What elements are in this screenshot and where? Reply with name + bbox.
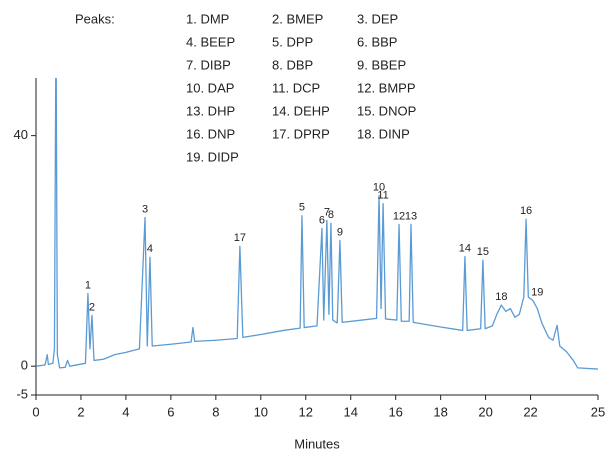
peak-label: 1	[85, 279, 91, 291]
peak-label: 9	[337, 226, 343, 238]
x-axis-title: Minutes	[294, 436, 340, 451]
x-tick-label: 0	[32, 404, 39, 419]
peak-list-item: 19. DIDP	[186, 149, 239, 164]
peaks-heading: Peaks:	[75, 11, 115, 26]
peak-label: 6	[319, 214, 325, 226]
peak-label: 11	[377, 190, 388, 202]
x-tick-label: 20	[478, 404, 492, 419]
x-tick-label: 14	[343, 404, 357, 419]
peak-list-item: 8. DBP	[272, 57, 313, 72]
x-tick-label: 8	[212, 404, 219, 419]
x-tick-label: 2	[77, 404, 84, 419]
peak-list-item: 18. DINP	[357, 126, 410, 141]
peak-label: 4	[147, 243, 153, 255]
peak-list-item: 5. DPP	[272, 34, 313, 49]
y-tick-label: 0	[21, 358, 28, 373]
peak-label: 2	[89, 301, 95, 313]
peak-list-item: 6. BBP	[357, 34, 397, 49]
peak-list-item: 2. BMEP	[272, 11, 323, 26]
peak-list-item: 4. BEEP	[186, 34, 235, 49]
peak-list-item: 17. DPRP	[272, 126, 330, 141]
peak-list-item: 13. DHP	[186, 103, 235, 118]
peak-label: 8	[328, 209, 334, 221]
peak-list-item: 9. BBEP	[357, 57, 406, 72]
peak-list-item: 15. DNOP	[357, 103, 416, 118]
peak-list-item: 1. DMP	[186, 11, 229, 26]
x-tick-label: 22	[523, 404, 537, 419]
peak-label: 10	[373, 181, 385, 193]
x-tick-label: 18	[433, 404, 447, 419]
peak-label: 17	[234, 232, 246, 244]
peak-list-item: 7. DIBP	[186, 57, 231, 72]
peak-label: 5	[299, 202, 305, 214]
peak-list-item: 16. DNP	[186, 126, 235, 141]
peak-label: 14	[459, 243, 471, 255]
peak-label: 19	[531, 286, 543, 298]
x-tick-label: 25	[591, 404, 605, 419]
peak-label: 15	[477, 246, 489, 258]
x-tick-label: 12	[299, 404, 313, 419]
peak-list-item: 10. DAP	[186, 80, 234, 95]
x-tick-label: 16	[388, 404, 402, 419]
plot-area	[36, 78, 598, 370]
peak-label: 12	[393, 210, 405, 222]
peak-label: 13	[405, 210, 417, 222]
chromatogram-line	[36, 78, 598, 370]
x-tick-label: 6	[167, 404, 174, 419]
y-tick-label: 40	[14, 127, 28, 142]
x-tick-label: 4	[122, 404, 129, 419]
peak-list-item: 3. DEP	[357, 11, 398, 26]
peak-label: 16	[520, 205, 532, 217]
peak-list-item: 11. DCP	[272, 80, 320, 95]
peak-list-item: 14. DEHP	[272, 103, 330, 118]
peak-label: 7	[324, 206, 330, 218]
x-tick-label: 10	[254, 404, 268, 419]
y-tick-label: -5	[16, 386, 28, 401]
peak-label: 18	[495, 291, 507, 303]
peak-label: 3	[142, 203, 148, 215]
peak-list-item: 12. BMPP	[357, 80, 416, 95]
